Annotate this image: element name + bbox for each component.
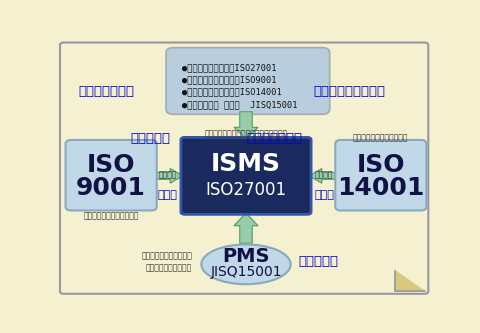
Text: ISO27001: ISO27001: [205, 181, 287, 199]
Text: ●個人情報保護 対策の  JISQ15001: ●個人情報保護 対策の JISQ15001: [181, 100, 297, 109]
Polygon shape: [153, 169, 183, 183]
Text: 国内規格！: 国内規格！: [298, 255, 338, 268]
Text: ●情報セキュリティのISO27001: ●情報セキュリティのISO27001: [181, 63, 276, 72]
Polygon shape: [234, 112, 258, 139]
Text: 情報セキュリティマネジメントシステム: 情報セキュリティマネジメントシステム: [204, 130, 288, 139]
Text: 経営体質強化！: 経営体質強化！: [246, 132, 302, 145]
Text: 9001: 9001: [76, 176, 146, 200]
Text: 両立性: 両立性: [314, 190, 334, 200]
FancyBboxPatch shape: [60, 43, 428, 294]
Text: プライバシーマーク制度
個人情報保護システム: プライバシーマーク制度 個人情報保護システム: [141, 251, 192, 272]
Text: 国際標準規格！: 国際標準規格！: [79, 85, 134, 98]
Text: 引用規格: 引用規格: [158, 170, 177, 179]
FancyBboxPatch shape: [66, 140, 156, 210]
Polygon shape: [234, 213, 258, 243]
Text: 品質マネジメントシステム: 品質マネジメントシステム: [84, 212, 139, 221]
Text: 両立性: 両立性: [158, 190, 178, 200]
FancyBboxPatch shape: [166, 48, 330, 114]
Text: ISMS: ISMS: [211, 152, 281, 176]
FancyBboxPatch shape: [181, 138, 311, 214]
Text: ●品質管理・品質保証のISO9001: ●品質管理・品質保証のISO9001: [181, 75, 276, 84]
Text: 経営戦略上不可欠！: 経営戦略上不可欠！: [313, 85, 385, 98]
Text: JISQ15001: JISQ15001: [210, 265, 282, 279]
Text: ISO: ISO: [87, 153, 135, 177]
Text: PMS: PMS: [222, 247, 270, 266]
Text: 環境マネジメントシステム: 環境マネジメントシステム: [353, 134, 408, 143]
Text: 引用規格: 引用規格: [315, 170, 334, 179]
FancyBboxPatch shape: [335, 140, 426, 210]
Text: ISO: ISO: [357, 153, 405, 177]
Text: 14001: 14001: [337, 176, 424, 200]
Text: 顧客満足！: 顧客満足！: [131, 132, 171, 145]
Text: ●環境保全・適正廃棄のISO14001: ●環境保全・適正廃棄のISO14001: [181, 88, 281, 97]
Polygon shape: [395, 271, 424, 291]
Ellipse shape: [202, 244, 290, 284]
Polygon shape: [309, 169, 339, 183]
